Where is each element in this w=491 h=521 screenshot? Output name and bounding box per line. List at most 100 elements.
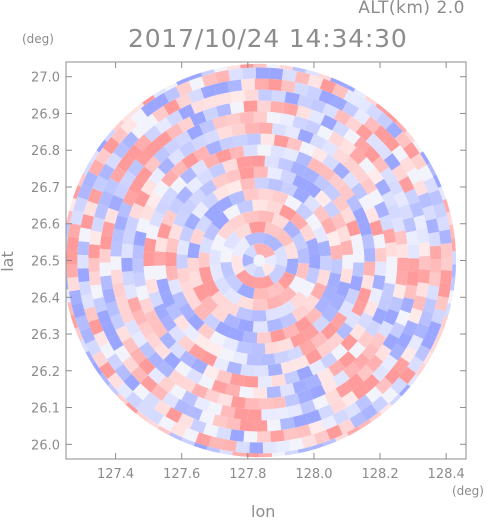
- radar-cell: [405, 230, 419, 246]
- radar-cell: [392, 283, 407, 300]
- radar-cell: [132, 244, 145, 260]
- radar-cell: [344, 402, 362, 419]
- radar-cell: [343, 89, 361, 106]
- radar-cell: [316, 367, 335, 384]
- radar-cell: [283, 427, 299, 441]
- radar-cell: [226, 361, 242, 375]
- radar-cell: [404, 109, 422, 127]
- radar-cell: [250, 343, 266, 355]
- radar-cell: [291, 232, 308, 251]
- radar-cell: [77, 241, 90, 256]
- radar-cell: [88, 258, 100, 272]
- radar-cell: [113, 182, 130, 200]
- radar-cell: [228, 213, 247, 231]
- radar-cell: [129, 347, 147, 365]
- radar-cell: [66, 236, 79, 251]
- radar-cell: [361, 233, 375, 249]
- radar-cell: [105, 152, 122, 170]
- radar-cell: [258, 188, 274, 201]
- radar-cell: [230, 395, 246, 409]
- radar-cell: [252, 266, 266, 278]
- radar-cell: [163, 86, 181, 103]
- radar-cell: [121, 257, 133, 272]
- radar-cell: [280, 79, 296, 93]
- radar-cell: [323, 449, 340, 458]
- radar-cell: [79, 327, 96, 344]
- radar-cell: [413, 119, 431, 137]
- radar-cell: [342, 171, 360, 190]
- radar-cell: [193, 145, 211, 162]
- radar-cell: [123, 374, 141, 392]
- radar-cell: [332, 194, 350, 213]
- radar-cell: [318, 164, 336, 182]
- radar-cell: [198, 266, 213, 284]
- y-tick-label: 26.0: [31, 438, 60, 453]
- radar-cell: [154, 236, 168, 253]
- radar-cell: [321, 284, 338, 303]
- radar-cell: [195, 432, 212, 447]
- radar-cell: [370, 424, 388, 441]
- radar-cell: [328, 63, 345, 74]
- radar-cell: [253, 111, 268, 123]
- radar-cell: [281, 69, 297, 82]
- radar-cell: [402, 320, 419, 337]
- radar-cell: [400, 398, 418, 416]
- x-tick-label: 128.0: [295, 467, 332, 482]
- radar-cell: [123, 283, 138, 300]
- radar-cell: [266, 294, 284, 310]
- radar-cell: [340, 239, 354, 256]
- radar-cell: [197, 322, 215, 340]
- radar-cell: [173, 399, 191, 415]
- radar-cell: [231, 254, 245, 276]
- radar-cell: [239, 111, 254, 124]
- radar-cell: [204, 388, 221, 404]
- radar-cell: [326, 424, 343, 440]
- radar-cell: [70, 209, 84, 226]
- radar-cell: [279, 383, 296, 397]
- radar-cell: [68, 289, 83, 306]
- radar-cell: [151, 321, 168, 339]
- radar-cell: [72, 142, 90, 159]
- radar-cell: [308, 359, 326, 376]
- radar-cell: [99, 248, 111, 263]
- radar-cell: [154, 117, 173, 134]
- radar-cell: [323, 200, 341, 219]
- radar-cell: [200, 84, 217, 99]
- radar-cell: [451, 237, 457, 252]
- radar-cell: [71, 302, 86, 319]
- radar-cell: [229, 429, 245, 442]
- radar-cell: [295, 151, 313, 168]
- radar-cell: [363, 247, 376, 262]
- radar-cell: [284, 449, 300, 458]
- radar-cell: [418, 378, 435, 396]
- radar-cell: [153, 303, 170, 321]
- radar-cell: [403, 142, 420, 160]
- radar-cell: [201, 72, 218, 87]
- radar-cell: [399, 366, 416, 385]
- radar-cell: [187, 257, 200, 274]
- radar-cell: [227, 327, 245, 342]
- radar-cell: [160, 314, 177, 333]
- radar-cell: [406, 271, 419, 287]
- radar-cell: [200, 295, 219, 314]
- radar-cell: [140, 375, 158, 393]
- radar-cell: [188, 271, 204, 289]
- radar-cell: [274, 406, 290, 420]
- radar-cell: [394, 230, 408, 246]
- radar-cell: [278, 300, 296, 318]
- radar-cell: [295, 424, 312, 439]
- y-tick-label: 26.7: [31, 181, 60, 196]
- radar-cell: [264, 341, 280, 355]
- radar-cell: [96, 110, 114, 128]
- radar-cell: [382, 333, 399, 351]
- radar-cell: [80, 214, 95, 230]
- radar-cell: [277, 337, 295, 353]
- radar-cell: [292, 174, 310, 191]
- radar-cell: [337, 183, 355, 201]
- radar-cell: [238, 166, 255, 180]
- x-tick-label: 127.8: [229, 467, 266, 482]
- radar-cell: [447, 176, 457, 194]
- radar-cell: [332, 147, 350, 165]
- radar-cell: [213, 81, 230, 95]
